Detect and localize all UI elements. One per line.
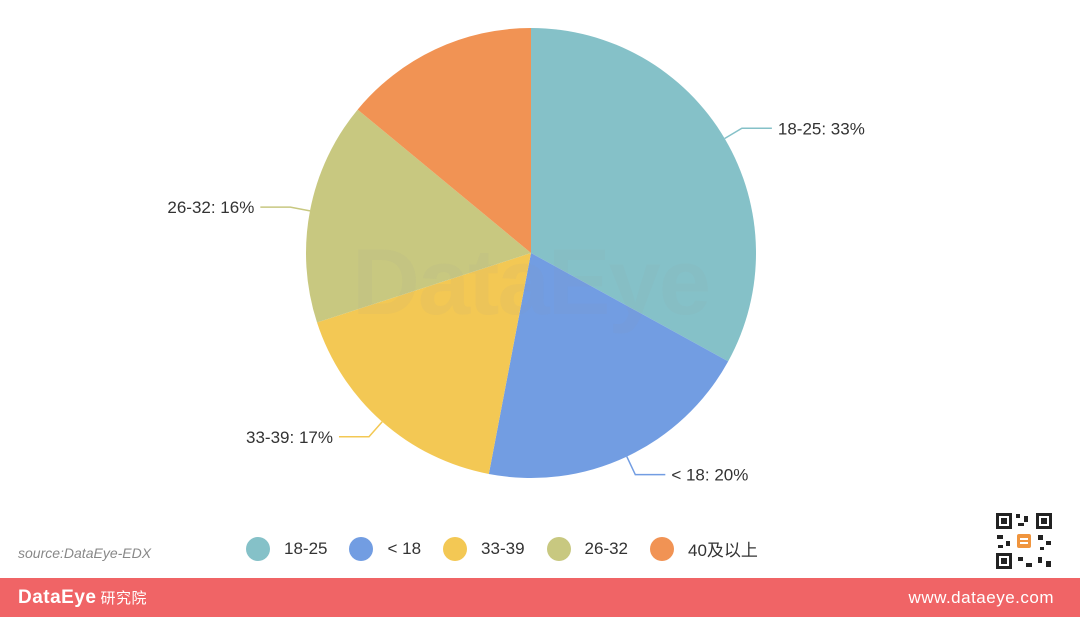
legend-item[interactable]: 33-39 bbox=[443, 536, 525, 561]
brand-name: DataEye bbox=[18, 587, 97, 608]
pie-slice[interactable] bbox=[317, 253, 531, 475]
legend-item[interactable]: < 18 bbox=[349, 536, 422, 561]
label-leader-line bbox=[338, 421, 383, 438]
pie-slice[interactable] bbox=[306, 109, 531, 323]
legend-label: 26-32 bbox=[584, 538, 629, 558]
pie-slice[interactable] bbox=[357, 28, 531, 253]
data-label: 33-39: 17% bbox=[246, 428, 333, 447]
qr-code-icon bbox=[994, 511, 1054, 571]
legend-marker bbox=[246, 536, 270, 561]
data-label: 18-25: 33% bbox=[778, 119, 865, 138]
footer-bar: DataEye 研究院 www.dataeye.com bbox=[0, 578, 1080, 617]
source-note: source:DataEye-EDX bbox=[18, 545, 152, 561]
pie-slice[interactable] bbox=[531, 28, 756, 362]
label-leader-line bbox=[260, 206, 311, 212]
pie-slice[interactable] bbox=[488, 253, 729, 478]
website-link[interactable]: www.dataeye.com bbox=[908, 588, 1054, 607]
legend-marker bbox=[443, 536, 468, 561]
legend-label: 40及以上 bbox=[688, 541, 758, 560]
legend: 18-25 < 18 33-39 26-32 40及以上 bbox=[246, 536, 780, 561]
legend-label: 33-39 bbox=[481, 538, 525, 558]
legend-marker bbox=[349, 536, 374, 561]
legend-label: 18-25 bbox=[284, 538, 328, 558]
legend-item[interactable]: 18-25 bbox=[246, 536, 328, 561]
legend-item[interactable]: 26-32 bbox=[546, 536, 629, 561]
legend-label: < 18 bbox=[387, 538, 422, 558]
brand-subtitle: 研究院 bbox=[100, 590, 148, 607]
legend-marker bbox=[650, 536, 675, 561]
legend-item[interactable]: 40及以上 bbox=[650, 536, 758, 561]
data-label: < 18: 20% bbox=[671, 466, 748, 485]
data-label: 26-32: 16% bbox=[167, 198, 254, 217]
label-leader-line bbox=[626, 456, 666, 476]
label-leader-line bbox=[724, 127, 772, 140]
legend-marker bbox=[546, 536, 571, 561]
brand-logo: DataEye 研究院 bbox=[18, 587, 147, 609]
